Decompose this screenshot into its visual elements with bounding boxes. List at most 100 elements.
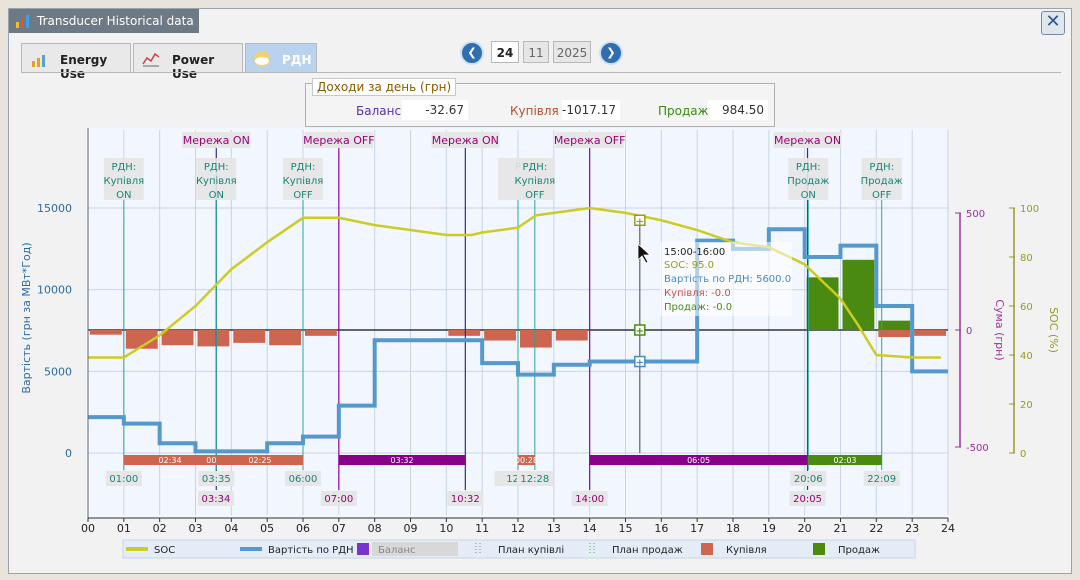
tab-rdn[interactable]: РДН — [245, 43, 317, 73]
buy-bar — [484, 330, 516, 341]
y-sum-tick-label: 500 — [966, 209, 985, 220]
hover-marker-box — [634, 324, 646, 336]
y-sum-tick-label: -500 — [966, 443, 989, 454]
hover-tooltip: 15:00-16:00 SOC: 95.0 Вартість по РДН: 5… — [660, 242, 792, 316]
rdn-marker-box — [103, 158, 144, 200]
duration-label: 03:32 — [391, 456, 414, 465]
x-tick-label: 15 — [619, 522, 633, 535]
hover-marker-plus: + — [636, 358, 644, 369]
x-tick-label: 12 — [511, 522, 525, 535]
duration-bar — [808, 455, 882, 465]
x-tick-label: 18 — [726, 522, 740, 535]
time-label-bg — [571, 491, 608, 506]
tooltip-sell: Продаж: -0.0 — [664, 302, 732, 313]
legend-label: План продаж — [612, 545, 683, 556]
y-soc-tick-label: 40 — [1020, 351, 1033, 362]
grid-marker-label: Мережа OFF — [303, 134, 374, 147]
rdn-marker-line3: ON — [116, 190, 131, 201]
x-tick-label: 06 — [296, 522, 310, 535]
x-tick-label: 08 — [368, 522, 382, 535]
y-sum-tick-label: 0 — [966, 326, 972, 337]
grid-marker-label: Мережа OFF — [554, 134, 625, 147]
x-tick-label: 00 — [81, 522, 95, 535]
tab-energy-use[interactable]: Energy Use — [21, 43, 131, 81]
time-label-bg — [516, 471, 553, 486]
time-label-bg — [789, 491, 826, 506]
price-series-line — [88, 227, 948, 454]
rdn-marker-box — [283, 158, 323, 200]
x-tick-label: 14 — [583, 522, 597, 535]
sell-bar — [878, 320, 911, 330]
tooltip-price: Вартість по РДН: 5600.0 — [664, 273, 791, 285]
hover-marker-plus: + — [636, 216, 644, 227]
time-label-top: 22:09 — [867, 474, 896, 485]
rdn-marker-line3: OFF — [293, 190, 313, 201]
window-title: Transducer Historical data — [37, 14, 194, 28]
rdn-marker-line1: РДН: — [291, 162, 316, 173]
tab-power-use[interactable]: Power Use — [133, 43, 243, 81]
soc-series-line — [88, 206, 941, 359]
time-label-top: 12 — [506, 474, 519, 485]
legend-disabled-bg — [372, 542, 458, 556]
time-label-top: 12:28 — [520, 474, 549, 485]
next-day-button[interactable]: ❯ — [599, 41, 623, 65]
time-label-top: 03:35 — [202, 474, 231, 485]
legend-label: Продаж — [838, 545, 880, 556]
x-tick-label: 11 — [475, 522, 489, 535]
prev-day-button[interactable]: ❮ — [460, 41, 484, 65]
duration-label: 02:34 — [159, 456, 182, 465]
legend-label: Купівля — [726, 544, 767, 556]
rdn-marker-line2: Купівля — [104, 175, 145, 187]
rdn-marker-line2: Купівля — [515, 175, 556, 187]
x-tick-label: 22 — [869, 522, 883, 535]
lines-layer: + + + — [88, 206, 948, 454]
balance-label: Баланс — [356, 104, 402, 118]
legend-label: SOC — [154, 545, 175, 556]
grid-marker-label: Мережа ON — [432, 134, 499, 147]
tooltip-soc: SOC: 95.0 — [664, 260, 714, 271]
duration-bar — [123, 455, 217, 465]
y-soc-tick-label: 100 — [1020, 204, 1039, 215]
duration-bar — [589, 455, 808, 465]
rdn-marker-line2: Продаж — [787, 176, 829, 187]
time-label-bg — [197, 491, 234, 506]
duration-bar — [338, 455, 466, 465]
rdn-marker-box — [514, 158, 555, 200]
x-tick-label: 16 — [654, 522, 668, 535]
time-label-bottom: 20:05 — [793, 494, 822, 505]
close-icon[interactable]: ✕ — [1041, 11, 1065, 35]
y-soc-tick-label: 20 — [1020, 400, 1033, 411]
rdn-marker-line3: ON — [801, 190, 816, 201]
legend-swatch-box — [813, 543, 825, 555]
x-tick-label: 02 — [153, 522, 167, 535]
tooltip-bg — [660, 242, 792, 316]
duration-label: 00:28 — [515, 456, 538, 465]
duration-label: 02:03 — [833, 456, 856, 465]
year-field[interactable]: 2025 — [553, 41, 591, 63]
sum-hover-marker: + — [634, 324, 646, 337]
rdn-marker-line3: OFF — [525, 190, 545, 201]
x-tick-label: 10 — [439, 522, 453, 535]
y-left-tick-label: 15000 — [37, 202, 72, 215]
tooltip-time: 15:00-16:00 — [664, 247, 725, 258]
x-tick-label: 23 — [905, 522, 919, 535]
y-left-axis-title: Вартість (грн за МВт*Год) — [20, 242, 33, 393]
price-hover-marker: + — [634, 355, 646, 369]
day-field[interactable]: 24 — [491, 41, 519, 63]
y-soc-tick-label: 60 — [1020, 302, 1033, 313]
rdn-marker-box — [196, 158, 237, 200]
daily-income-panel: Доходи за день (грн) Баланс -32.67 Купів… — [305, 78, 775, 127]
legend-label: Вартість по РДН — [268, 544, 354, 556]
bar-chart-icon — [32, 55, 45, 67]
sell-bar — [806, 277, 839, 330]
buy-bar — [555, 330, 588, 341]
legend-swatch-box — [357, 543, 369, 555]
title-bar[interactable]: Transducer Historical data — [9, 9, 199, 33]
legend-bg — [122, 539, 916, 559]
rdn-marker-line2: Купівля — [196, 175, 237, 187]
time-label-bottom: 03:34 — [202, 494, 231, 505]
time-label-bottom: 07:00 — [324, 494, 353, 505]
grid-marker-box — [304, 132, 373, 148]
month-field[interactable]: 11 — [523, 41, 549, 63]
